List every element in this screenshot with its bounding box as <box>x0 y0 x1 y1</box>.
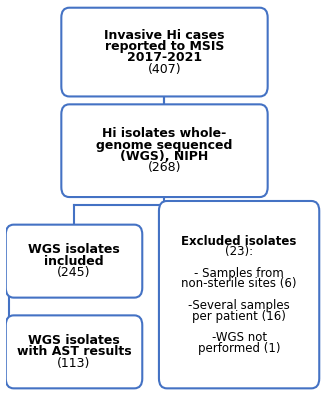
Text: (23):: (23): <box>225 245 253 258</box>
Text: genome sequenced: genome sequenced <box>96 138 233 152</box>
Text: (407): (407) <box>148 63 181 76</box>
Text: Excluded isolates: Excluded isolates <box>181 234 297 248</box>
Text: - Samples from: - Samples from <box>194 267 284 280</box>
Text: (245): (245) <box>57 266 91 279</box>
Text: Invasive Hi cases: Invasive Hi cases <box>104 28 225 42</box>
Text: (268): (268) <box>148 161 181 174</box>
Text: (WGS), NIPH: (WGS), NIPH <box>120 150 209 163</box>
Text: per patient (16): per patient (16) <box>192 310 286 323</box>
Text: reported to MSIS: reported to MSIS <box>105 40 224 53</box>
Text: with AST results: with AST results <box>17 345 131 358</box>
Text: performed (1): performed (1) <box>198 342 280 355</box>
FancyBboxPatch shape <box>61 8 268 96</box>
FancyBboxPatch shape <box>61 104 268 197</box>
Text: 2017-2021: 2017-2021 <box>127 51 202 64</box>
FancyBboxPatch shape <box>159 201 319 388</box>
Text: Hi isolates whole-: Hi isolates whole- <box>102 127 227 140</box>
Text: -Several samples: -Several samples <box>188 299 290 312</box>
FancyBboxPatch shape <box>6 315 142 388</box>
FancyBboxPatch shape <box>6 225 142 298</box>
Text: included: included <box>44 255 104 268</box>
Text: non-sterile sites (6): non-sterile sites (6) <box>181 278 297 290</box>
Text: (113): (113) <box>57 357 91 370</box>
Text: WGS isolates: WGS isolates <box>28 334 120 347</box>
Text: WGS isolates: WGS isolates <box>28 243 120 256</box>
Text: -WGS not: -WGS not <box>212 331 267 344</box>
